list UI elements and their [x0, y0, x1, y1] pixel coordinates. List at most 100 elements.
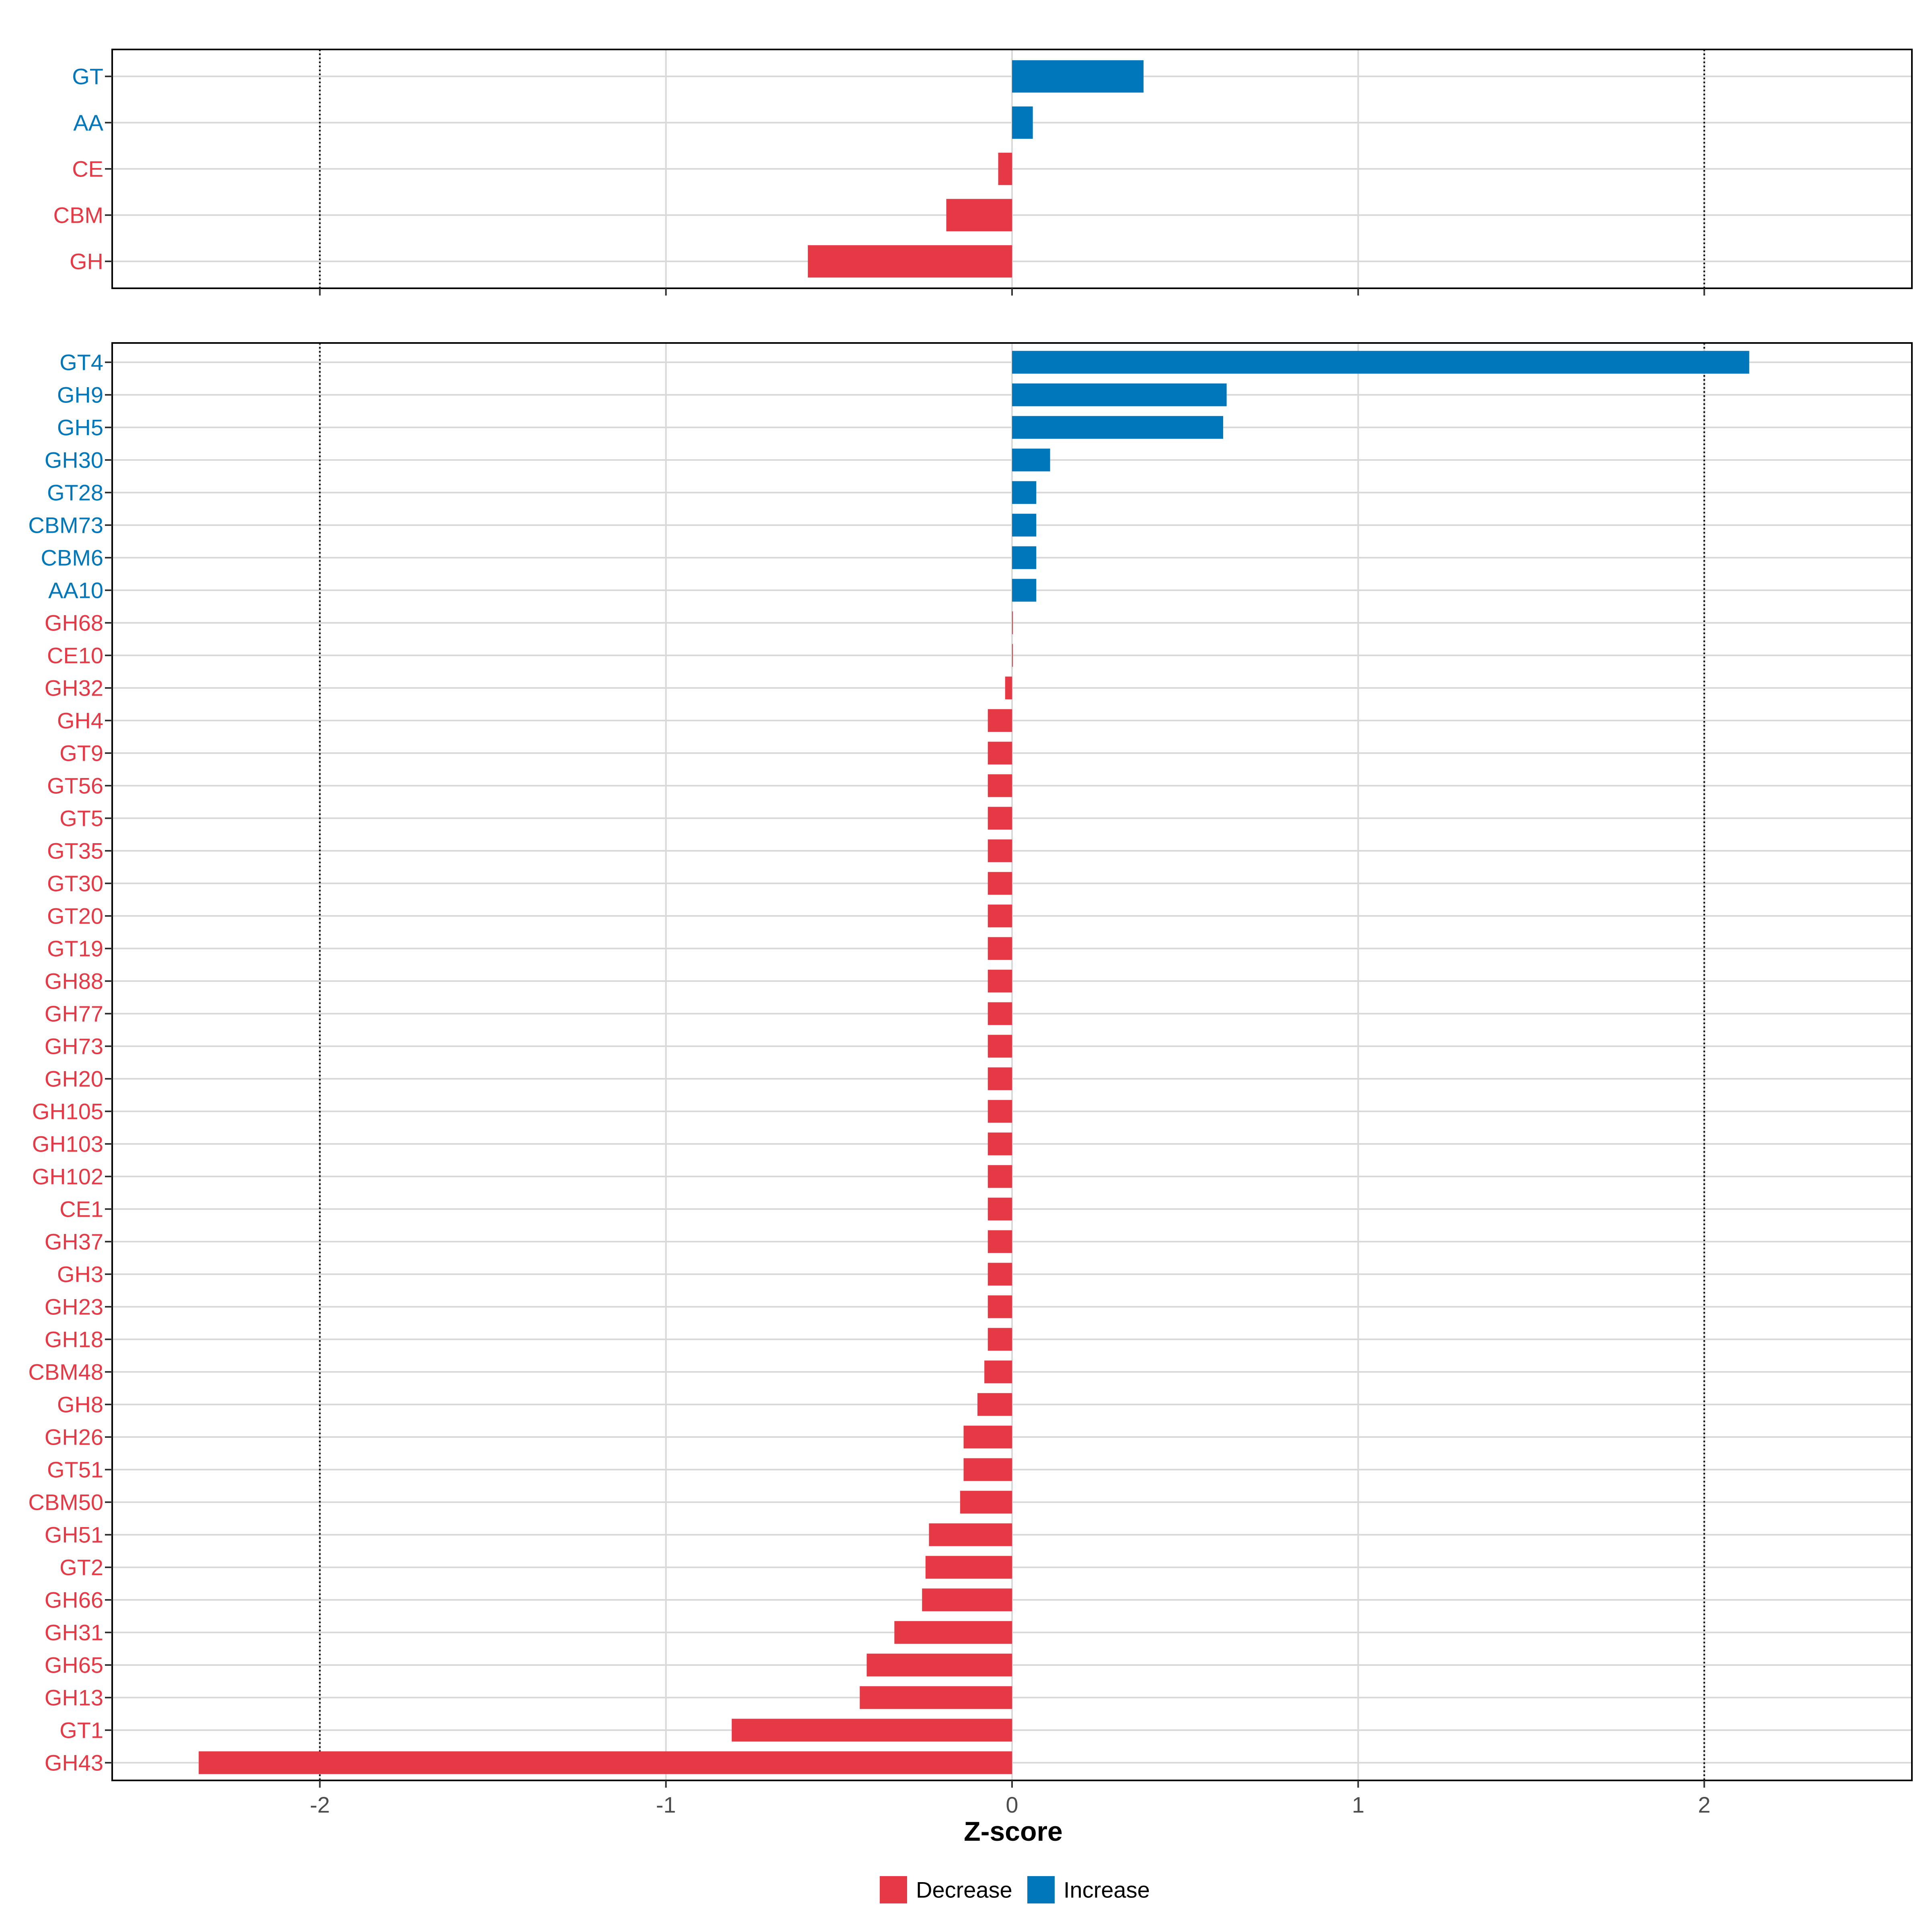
bottom-bar-gh103 — [988, 1132, 1012, 1156]
panel-bottom: GT4GH9GH5GH30GT28CBM73CBM6AA10GH68CE10GH… — [28, 342, 1913, 1817]
bottom-x-tick-label: -1 — [656, 1792, 676, 1817]
bottom-y-label-gh9: GH9 — [57, 382, 103, 408]
bottom-bar-gh88 — [988, 969, 1012, 993]
bottom-x-tick-label: 2 — [1698, 1792, 1710, 1817]
bottom-y-label-gh8: GH8 — [57, 1392, 103, 1417]
bottom-bar-gt28 — [1012, 481, 1037, 504]
bottom-y-label-cbm50: CBM50 — [28, 1490, 103, 1515]
bottom-y-label-gt30: GT30 — [47, 871, 103, 896]
bottom-y-label-gh5: GH5 — [57, 415, 103, 440]
top-bar-gh — [808, 245, 1012, 278]
bottom-x-tick-label: 0 — [1006, 1792, 1018, 1817]
bottom-bar-gh43 — [199, 1751, 1012, 1774]
bottom-bar-gh4 — [988, 709, 1012, 732]
bottom-y-label-gh68: GH68 — [45, 610, 103, 636]
top-bar-aa — [1012, 106, 1033, 139]
bottom-y-label-gt28: GT28 — [47, 480, 103, 505]
bottom-bar-gh3 — [988, 1263, 1012, 1286]
top-y-label-gt: GT — [72, 64, 103, 89]
top-y-label-gh: GH — [70, 249, 103, 274]
bottom-bar-aa10 — [1012, 579, 1037, 602]
legend-swatch-increase — [1027, 1876, 1055, 1903]
bottom-bar-gt4 — [1012, 351, 1749, 374]
bottom-bar-gt19 — [988, 937, 1012, 960]
bottom-bar-cbm6 — [1012, 546, 1037, 569]
panel-top: GT AA CE CBM GH — [53, 49, 1913, 296]
bottom-bar-gh65 — [866, 1653, 1012, 1677]
bottom-bar-ce1 — [988, 1197, 1012, 1221]
bottom-bar-gh105 — [988, 1100, 1012, 1123]
bottom-y-label-gt9: GT9 — [60, 741, 103, 766]
bottom-y-label-gh32: GH32 — [45, 675, 103, 701]
bottom-y-label-gt56: GT56 — [47, 773, 103, 799]
bottom-y-label-gh65: GH65 — [45, 1653, 103, 1678]
bottom-bar-gh31 — [894, 1621, 1012, 1644]
bottom-y-label-gt35: GT35 — [47, 838, 103, 864]
bottom-y-label-ce10: CE10 — [47, 643, 103, 668]
bottom-bar-cbm50 — [960, 1491, 1012, 1514]
bottom-bar-gh68 — [1012, 611, 1013, 634]
bottom-bar-gt56 — [988, 774, 1012, 797]
bottom-y-label-gh37: GH37 — [45, 1229, 103, 1254]
bottom-y-label-gh73: GH73 — [45, 1034, 103, 1059]
top-y-label-ce: CE — [72, 156, 103, 182]
bottom-bar-gh66 — [922, 1588, 1012, 1612]
bottom-y-label-gt4: GT4 — [60, 350, 103, 375]
legend-swatch-decrease — [880, 1876, 907, 1903]
bottom-y-label-gh66: GH66 — [45, 1587, 103, 1613]
bottom-y-label-gh43: GH43 — [45, 1750, 103, 1776]
top-bar-gt — [1012, 60, 1144, 93]
bottom-x-tick-label: 1 — [1352, 1792, 1364, 1817]
bottom-y-label-gt19: GT19 — [47, 936, 103, 961]
bottom-bar-gh102 — [988, 1165, 1012, 1188]
bottom-y-label-gh26: GH26 — [45, 1425, 103, 1450]
bottom-y-label-ce1: CE1 — [60, 1197, 103, 1222]
bottom-bar-gh26 — [963, 1425, 1012, 1449]
bottom-y-label-gh77: GH77 — [45, 1001, 103, 1027]
bottom-y-label-aa10: AA10 — [48, 578, 103, 603]
bottom-bar-gh32 — [1005, 676, 1012, 700]
bottom-y-label-gt1: GT1 — [60, 1718, 103, 1743]
bottom-bar-gt5 — [988, 807, 1012, 830]
bottom-bar-gh73 — [988, 1035, 1012, 1058]
bottom-bar-ce10 — [1012, 644, 1013, 667]
bottom-bar-gh51 — [929, 1523, 1012, 1546]
bottom-bar-gt2 — [925, 1556, 1012, 1579]
bottom-y-label-gt20: GT20 — [47, 903, 103, 929]
bottom-bar-gt1 — [731, 1718, 1012, 1742]
bottom-bar-gh5 — [1012, 416, 1224, 439]
bottom-y-label-gh3: GH3 — [57, 1262, 103, 1287]
bottom-y-label-gh13: GH13 — [45, 1685, 103, 1710]
bottom-y-label-gt5: GT5 — [60, 806, 103, 831]
bottom-bar-gh23 — [988, 1295, 1012, 1318]
bottom-x-tick-label: -2 — [310, 1792, 330, 1817]
bottom-bar-gh8 — [977, 1393, 1012, 1416]
bottom-y-label-cbm6: CBM6 — [41, 545, 103, 571]
bottom-y-label-gh18: GH18 — [45, 1327, 103, 1352]
top-bar-ce — [998, 152, 1012, 185]
bottom-bar-cbm48 — [984, 1360, 1012, 1384]
bottom-y-label-gt51: GT51 — [47, 1457, 103, 1482]
bottom-y-label-gh20: GH20 — [45, 1066, 103, 1092]
x-axis-title: Z-score — [964, 1816, 1063, 1847]
top-bar-cbm — [946, 199, 1012, 232]
bottom-y-label-cbm73: CBM73 — [28, 513, 103, 538]
bottom-bar-gh9 — [1012, 383, 1227, 407]
bottom-bar-gh37 — [988, 1230, 1012, 1253]
bottom-y-label-gt2: GT2 — [60, 1555, 103, 1580]
bottom-y-label-gh88: GH88 — [45, 969, 103, 994]
bottom-y-label-gh31: GH31 — [45, 1620, 103, 1645]
bottom-y-label-gh102: GH102 — [32, 1164, 103, 1189]
bottom-y-label-gh103: GH103 — [32, 1131, 103, 1157]
bottom-y-label-gh30: GH30 — [45, 448, 103, 473]
bottom-y-label-gh105: GH105 — [32, 1099, 103, 1124]
bottom-bar-gt35 — [988, 839, 1012, 862]
bottom-bar-gh18 — [988, 1328, 1012, 1351]
bottom-bar-gh13 — [860, 1686, 1012, 1709]
bottom-bar-gt30 — [988, 872, 1012, 895]
bottom-bar-cbm73 — [1012, 513, 1037, 537]
bottom-y-label-gh51: GH51 — [45, 1522, 103, 1548]
bottom-bar-gt20 — [988, 904, 1012, 928]
